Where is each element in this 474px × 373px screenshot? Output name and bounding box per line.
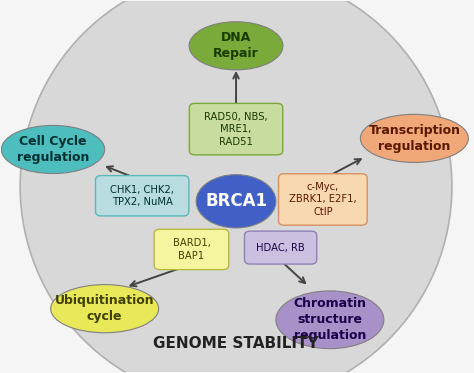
Ellipse shape <box>51 285 159 333</box>
FancyBboxPatch shape <box>95 176 189 216</box>
Ellipse shape <box>189 22 283 70</box>
Text: DNA
Repair: DNA Repair <box>213 31 259 60</box>
Ellipse shape <box>196 175 276 228</box>
FancyBboxPatch shape <box>189 103 283 155</box>
Text: Transcription
regulation: Transcription regulation <box>368 124 460 153</box>
Ellipse shape <box>1 125 105 173</box>
Text: GENOME STABILITY: GENOME STABILITY <box>153 336 319 351</box>
FancyBboxPatch shape <box>245 231 317 264</box>
Text: BARD1,
BAP1: BARD1, BAP1 <box>173 238 210 261</box>
FancyBboxPatch shape <box>279 174 367 225</box>
Text: BRCA1: BRCA1 <box>205 192 267 210</box>
Text: Chromatin
structure
regulation: Chromatin structure regulation <box>293 297 366 342</box>
Ellipse shape <box>276 291 384 349</box>
Ellipse shape <box>20 0 452 373</box>
Text: HDAC, RB: HDAC, RB <box>256 242 305 253</box>
Ellipse shape <box>360 114 468 162</box>
Text: Cell Cycle
regulation: Cell Cycle regulation <box>17 135 89 164</box>
Text: c-Myc,
ZBRK1, E2F1,
CtIP: c-Myc, ZBRK1, E2F1, CtIP <box>289 182 356 217</box>
FancyBboxPatch shape <box>154 229 229 270</box>
Text: CHK1, CHK2,
TPX2, NuMA: CHK1, CHK2, TPX2, NuMA <box>110 185 174 207</box>
Text: Ubiquitination
cycle: Ubiquitination cycle <box>55 294 155 323</box>
Text: RAD50, NBS,
MRE1,
RAD51: RAD50, NBS, MRE1, RAD51 <box>204 112 268 147</box>
